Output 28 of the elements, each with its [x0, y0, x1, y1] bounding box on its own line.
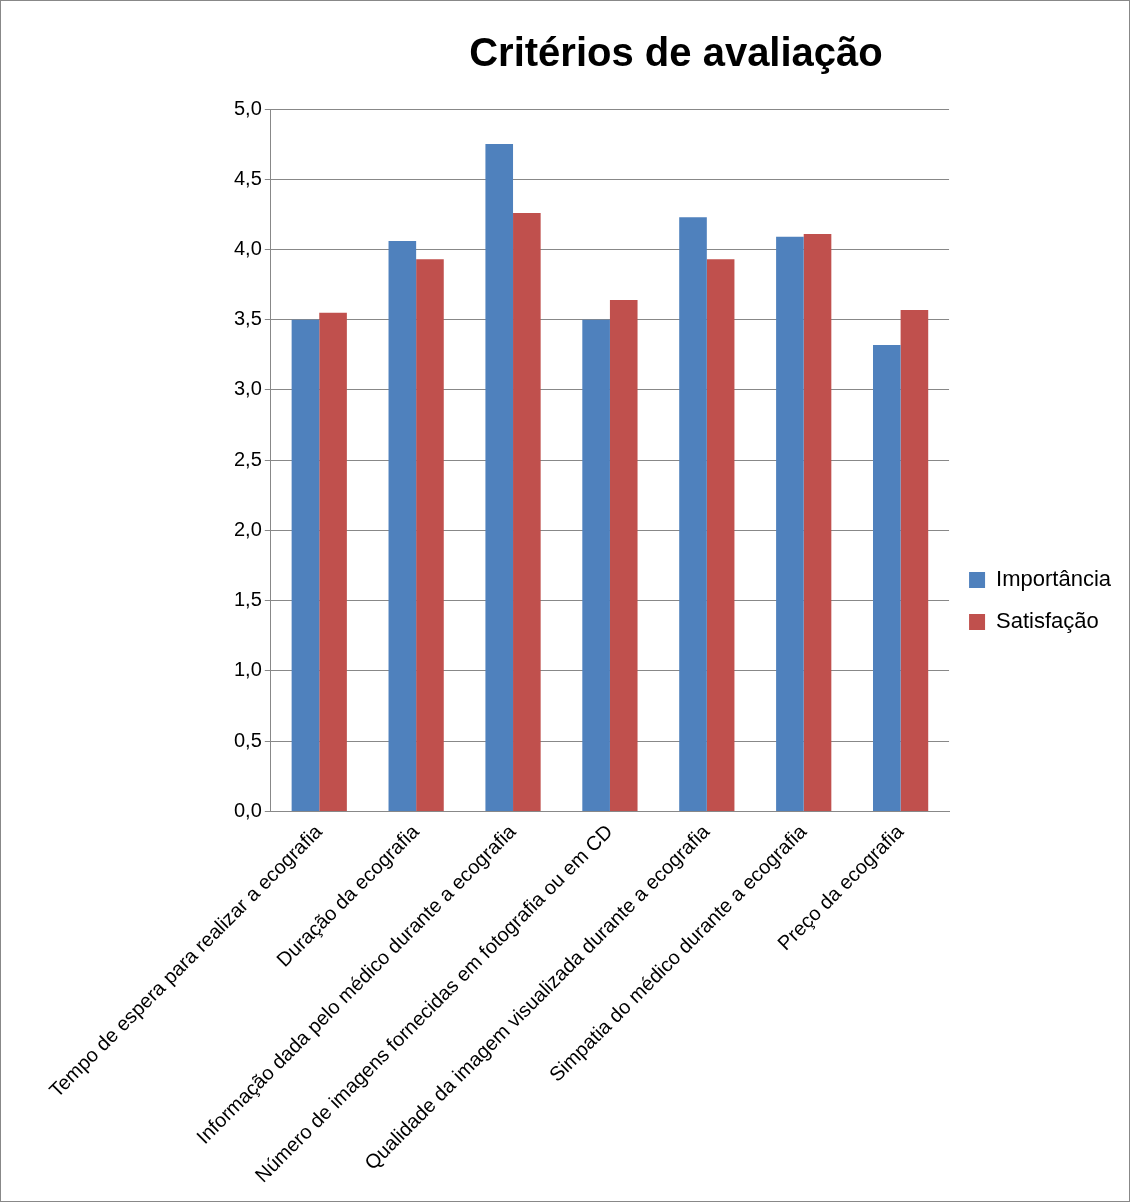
y-tick-label: 0,0: [233, 798, 262, 821]
bar: [388, 241, 417, 811]
bar: [513, 212, 541, 811]
bar: [416, 259, 444, 811]
y-tick-label: 2,0: [233, 517, 262, 540]
y-tick-label: 3,5: [233, 307, 262, 330]
y-tick-label: 0,5: [233, 728, 262, 751]
bar: [706, 259, 735, 811]
bar: [900, 309, 929, 811]
y-tick-label: 4,5: [233, 166, 262, 189]
bar: [291, 319, 320, 811]
bar: [679, 217, 707, 811]
bar: [776, 236, 804, 811]
y-tick-label: 1,5: [233, 588, 262, 611]
bar: [873, 345, 901, 811]
legend-label: Satisfação: [996, 608, 1099, 634]
legend-label: Importância: [996, 566, 1112, 592]
y-tick-label: 1,0: [233, 658, 262, 681]
bar: [609, 300, 638, 811]
bar: [485, 144, 514, 811]
bar: [803, 234, 832, 811]
y-tick-label: 3,0: [233, 377, 262, 400]
bar: [319, 312, 347, 811]
y-tick-label: 5,0: [233, 96, 262, 119]
chart-title: Critérios de avaliação: [469, 30, 883, 75]
y-tick-label: 2,5: [233, 447, 262, 470]
bar: [582, 319, 610, 811]
y-tick-label: 4,0: [233, 237, 262, 260]
